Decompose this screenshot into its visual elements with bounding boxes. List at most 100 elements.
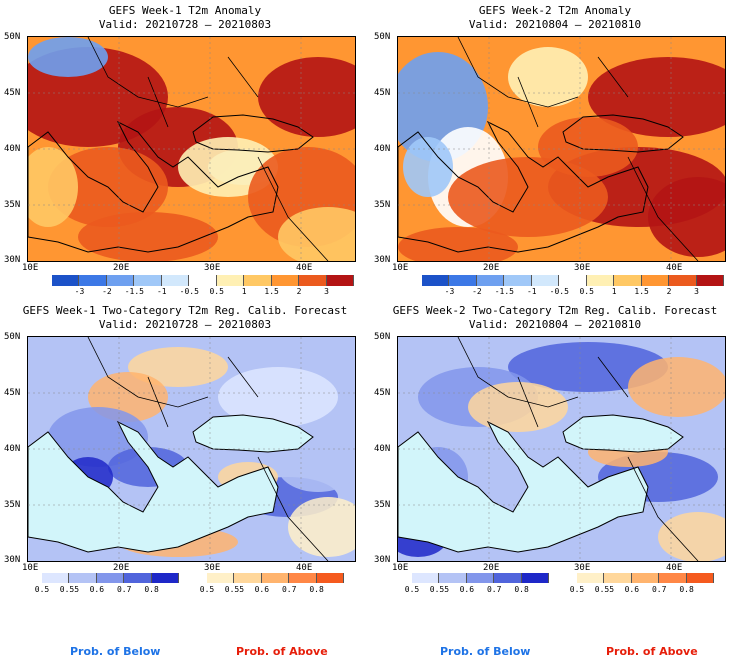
lon-label: 20E (483, 563, 500, 573)
below-ticks: 0.5 0.55 0.6 0.7 0.8 (35, 585, 179, 595)
prob-above-label: Prob. of Above (236, 645, 328, 658)
colorbar-tick-label: 0.5 (199, 585, 215, 594)
anomaly-field (28, 147, 78, 227)
lon-label: 30E (204, 263, 221, 273)
colorbar-tick-label: 1.5 (634, 287, 649, 296)
probability-field (658, 512, 725, 561)
colorbar-tick-label: 0.7 (281, 585, 297, 594)
coastline (398, 120, 649, 253)
colorbar-segment (326, 275, 354, 286)
probability-map (397, 336, 726, 562)
valid-dates: Valid: 20210728 – 20210803 (98, 18, 272, 31)
lat-label: 45N (4, 388, 21, 398)
colorbar-tick-label: 0.55 (224, 585, 245, 594)
colorbar-tick-label: 0.5 (579, 287, 594, 296)
colorbar-segment (216, 275, 245, 286)
anomaly-colorbar (52, 275, 354, 286)
colorbar-segment (577, 573, 605, 583)
valid-dates: Valid: 20210728 – 20210803 (98, 318, 272, 331)
anomaly-field (588, 57, 725, 137)
lon-label: 30E (574, 563, 591, 573)
prob-above-label: Prob. of Above (606, 645, 698, 658)
colorbar-segment (299, 275, 327, 286)
prob-below-label: Prob. of Below (70, 645, 161, 658)
colorbar-segment (244, 275, 272, 286)
colorbar-segment (261, 573, 290, 583)
lon-label: 30E (204, 563, 221, 573)
below-colorbar (412, 573, 550, 583)
above-ticks: 0.5 0.55 0.6 0.7 0.8 (570, 585, 714, 595)
colorbar-segment (669, 275, 697, 286)
colorbar-segment (494, 573, 522, 583)
valid-dates: Valid: 20210804 – 20210810 (468, 318, 642, 331)
lon-label: 10E (22, 563, 39, 573)
mediterranean-sea (398, 420, 649, 553)
colorbar-segment (42, 573, 70, 583)
anomaly-field (648, 177, 725, 257)
lon-label: 40E (296, 563, 313, 573)
colorbar-tick-label: -2 (472, 287, 482, 296)
lat-label: 40N (374, 444, 391, 454)
colorbar-tick-label: 0.5 (404, 585, 420, 594)
lat-label: 50N (374, 332, 391, 342)
lon-label: 10E (22, 263, 39, 273)
lat-label: 50N (4, 32, 21, 42)
map-svg (28, 37, 355, 261)
above-ticks: 0.5 0.55 0.6 0.7 0.8 (200, 585, 344, 595)
colorbar-tick-label: 1 (611, 287, 617, 296)
colorbar-tick-label: 0.8 (144, 585, 159, 594)
country-borders (87, 37, 329, 261)
lat-label: 35N (374, 500, 391, 510)
probability-field (508, 342, 668, 392)
colorbar-tick-label: -1.5 (494, 287, 514, 296)
panel-week2-anomaly: GEFS Week-2 T2m Anomaly Valid: 20210804 … (370, 0, 740, 300)
colorbar-tick-label: -1.5 (124, 287, 144, 296)
colorbar-tick-label: 1 (241, 287, 247, 296)
colorbar-ticks: -3 -2 -1.5 -1 -0.5 0.5 1 1.5 2 3 (52, 287, 354, 297)
lon-label: 40E (666, 563, 683, 573)
lon-label: 20E (113, 563, 130, 573)
below-colorbar (42, 573, 180, 583)
colorbar-tick-label: 0.55 (429, 585, 450, 594)
colorbar-segment (449, 275, 477, 286)
colorbar-segment (52, 275, 80, 286)
lat-label: 35N (374, 200, 391, 210)
colorbar-tick-label: -3 (74, 287, 85, 296)
prob-below-label: Prob. of Below (440, 645, 531, 658)
map-svg (398, 337, 725, 561)
above-colorbar (577, 573, 715, 583)
panel-title: GEFS Week-1 Two-Category T2m Reg. Calib.… (22, 304, 348, 317)
colorbar-tick-label: -3 (444, 287, 455, 296)
colorbar-segment (422, 275, 450, 286)
colorbar-tick-label: 0.6 (89, 585, 105, 594)
colorbar-tick-label: 2 (296, 287, 302, 296)
lat-label: 45N (374, 88, 391, 98)
lat-label: 50N (4, 332, 21, 342)
colorbar-tick-label: 0.6 (459, 585, 475, 594)
lon-label: 10E (392, 563, 409, 573)
colorbar-tick-label: 0.5 (569, 585, 585, 594)
panel-week1-anomaly: GEFS Week-1 T2m Anomaly Valid: 20210728 … (0, 0, 370, 300)
colorbar-segment (234, 573, 262, 583)
colorbar-segment (439, 573, 467, 583)
colorbar-tick-label: 0.7 (651, 585, 667, 594)
lon-label: 20E (113, 263, 130, 273)
colorbar-tick-label: -1 (156, 287, 167, 296)
colorbar-tick-label: 3 (324, 287, 329, 296)
anomaly-colorbar (422, 275, 724, 286)
colorbar-segment (604, 573, 632, 583)
colorbar-tick-label: 0.5 (209, 287, 224, 296)
anomaly-map (397, 36, 726, 262)
lat-label: 40N (4, 444, 21, 454)
colorbar-tick-label: 0.55 (59, 585, 80, 594)
colorbar-tick-label: -1 (526, 287, 537, 296)
colorbar-segment (189, 275, 217, 286)
valid-dates: Valid: 20210804 – 20210810 (468, 18, 642, 31)
panel-week1-probability: GEFS Week-1 Two-Category T2m Reg. Calib.… (0, 300, 370, 610)
country-borders (457, 37, 699, 261)
colorbar-segment (696, 275, 724, 286)
colorbar-segment (289, 573, 317, 583)
anomaly-map (27, 36, 356, 262)
panel-title: GEFS Week-1 T2m Anomaly (108, 4, 262, 17)
lat-label: 30N (374, 255, 391, 265)
